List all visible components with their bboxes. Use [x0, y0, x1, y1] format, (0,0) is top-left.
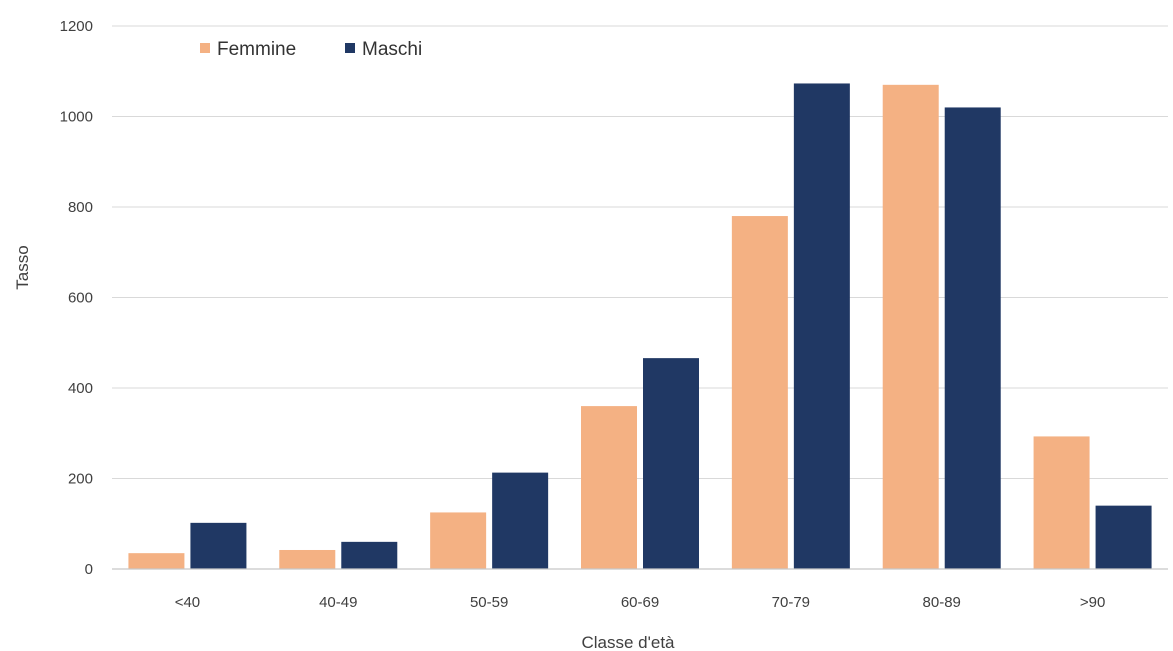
- x-tick-label: <40: [175, 594, 200, 611]
- bar-femmine: [581, 406, 637, 569]
- x-tick-label: 50-59: [470, 594, 508, 611]
- bar-femmine: [731, 216, 788, 570]
- x-tick-label: 60-69: [621, 594, 659, 611]
- bar-femmine: [1033, 436, 1090, 569]
- x-axis-ticks: <40 40-49 50-59 60-69 70-79 80-89 >90: [175, 594, 1106, 611]
- y-axis-title: Tasso: [13, 245, 32, 289]
- y-tick-label: 200: [68, 471, 93, 488]
- y-tick-label: 400: [68, 380, 93, 397]
- legend-label-maschi: Maschi: [362, 39, 422, 60]
- bar-maschi: [1095, 505, 1152, 569]
- y-tick-label: 0: [85, 561, 93, 578]
- legend-label-femmine: Femmine: [217, 39, 296, 60]
- bar-maschi: [190, 522, 247, 569]
- bar-maschi: [341, 541, 398, 569]
- x-tick-label: 70-79: [772, 594, 810, 611]
- legend-swatch-femmine: [200, 43, 210, 53]
- bar-femmine: [430, 512, 487, 569]
- bar-femmine: [279, 549, 336, 569]
- y-tick-label: 1200: [60, 18, 93, 35]
- bar-maschi: [492, 472, 549, 569]
- bar-maschi: [793, 83, 850, 569]
- y-tick-label: 600: [68, 290, 93, 307]
- y-tick-label: 1000: [60, 109, 93, 126]
- bar-femmine: [882, 84, 939, 569]
- legend: Femmine Maschi: [200, 39, 422, 60]
- x-axis-title: Classe d'età: [581, 633, 675, 651]
- bar-maschi: [643, 358, 699, 569]
- y-axis-ticks: 0 200 400 600 800 1000 1200: [60, 18, 93, 578]
- gridlines: [112, 25, 1168, 479]
- bars: [128, 83, 1152, 570]
- bar-femmine: [128, 553, 185, 569]
- x-tick-label: 40-49: [319, 594, 357, 611]
- legend-swatch-maschi: [345, 43, 355, 53]
- x-tick-label: 80-89: [923, 594, 961, 611]
- bar-maschi: [944, 107, 1001, 569]
- x-tick-label: >90: [1080, 594, 1105, 611]
- y-tick-label: 800: [68, 199, 93, 216]
